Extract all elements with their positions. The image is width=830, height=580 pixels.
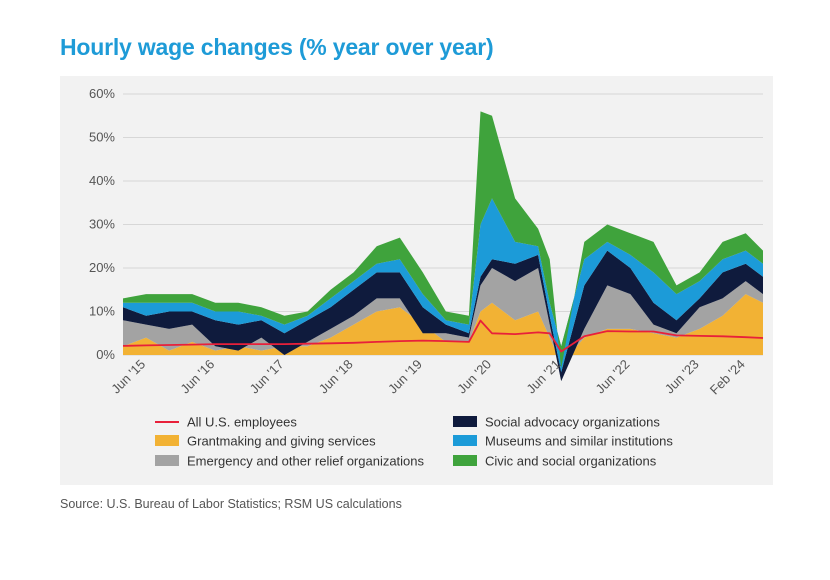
wage-area-chart: 0%10%20%30%40%50%60% Jun '15 Jun '16 Jun '… <box>89 86 764 469</box>
legend-label: Civic and social organizations <box>485 454 657 469</box>
legend-label: Museums and similar institutions <box>485 434 673 449</box>
museums-area <box>123 198 763 373</box>
y-tick-label: 60% <box>89 86 115 101</box>
all-employees-line-group <box>122 319 764 353</box>
legend-swatch <box>155 455 179 466</box>
legend-item-emergency: Emergency and other relief organizations <box>155 454 425 469</box>
y-tick-label: 50% <box>89 130 115 145</box>
x-tick-label: Jun '18 <box>316 357 356 397</box>
legend-item-grantmaking: Grantmaking and giving services <box>155 434 376 449</box>
grantmaking-area <box>123 294 763 364</box>
chart-panel: 0% 10% 20% 30% 40% 50% 60% Jun '15 Jun '16 Jun '… <box>60 76 773 485</box>
y-tick-label: 10% <box>89 304 115 319</box>
stacked-areas <box>123 111 763 382</box>
x-tick-label: Jun '15 <box>108 357 148 397</box>
legend-item-all-employees: All U.S. employees <box>155 415 297 430</box>
legend-label: Grantmaking and giving services <box>187 434 376 449</box>
social-advocacy-area <box>123 250 763 382</box>
legend-swatch <box>453 416 477 427</box>
legend-item-social-advocacy: Social advocacy organizations <box>453 415 660 430</box>
legend-label: Social advocacy organizations <box>485 415 660 430</box>
legend-swatch <box>453 455 477 466</box>
x-tick-label: Jun '23 <box>662 357 702 397</box>
x-tick-label: Jun '19 <box>385 357 425 397</box>
x-tick-label: Jun '16 <box>177 357 217 397</box>
legend-swatch <box>155 435 179 446</box>
y-tick-label: 20% <box>89 260 115 275</box>
legend-swatch <box>453 435 477 446</box>
source-note: Source: U.S. Bureau of Labor Statistics;… <box>60 497 402 511</box>
x-axis-ticks: Jun '15 Jun '16 Jun '17 Jun '18 Jun '19 Jun '… <box>108 357 748 398</box>
legend-item-museums: Museums and similar institutions <box>453 434 673 449</box>
x-tick-label: Jun '17 <box>247 357 287 397</box>
legend-label: All U.S. employees <box>187 415 297 430</box>
legend-item-civic-social: Civic and social organizations <box>453 454 657 469</box>
legend: All U.S. employees Social advocacy organi… <box>155 415 673 469</box>
x-tick-label: Jun '20 <box>454 357 494 397</box>
x-tick-label: Jun '22 <box>593 357 633 397</box>
x-tick-label: Feb '24 <box>707 357 748 398</box>
legend-label: Emergency and other relief organizations <box>187 454 425 469</box>
all-employees-line <box>122 319 764 353</box>
civic-social-area <box>123 111 763 369</box>
x-tick-label: Jun '21 <box>523 357 563 397</box>
chart-title: Hourly wage changes (% year over year) <box>60 34 494 60</box>
y-tick-label: 40% <box>89 173 115 188</box>
y-tick-label: 30% <box>89 217 115 232</box>
y-tick-label: 0% <box>96 347 115 362</box>
y-axis-ticks: 0% 10% 20% 30% 40% 50% 60% <box>89 86 115 362</box>
